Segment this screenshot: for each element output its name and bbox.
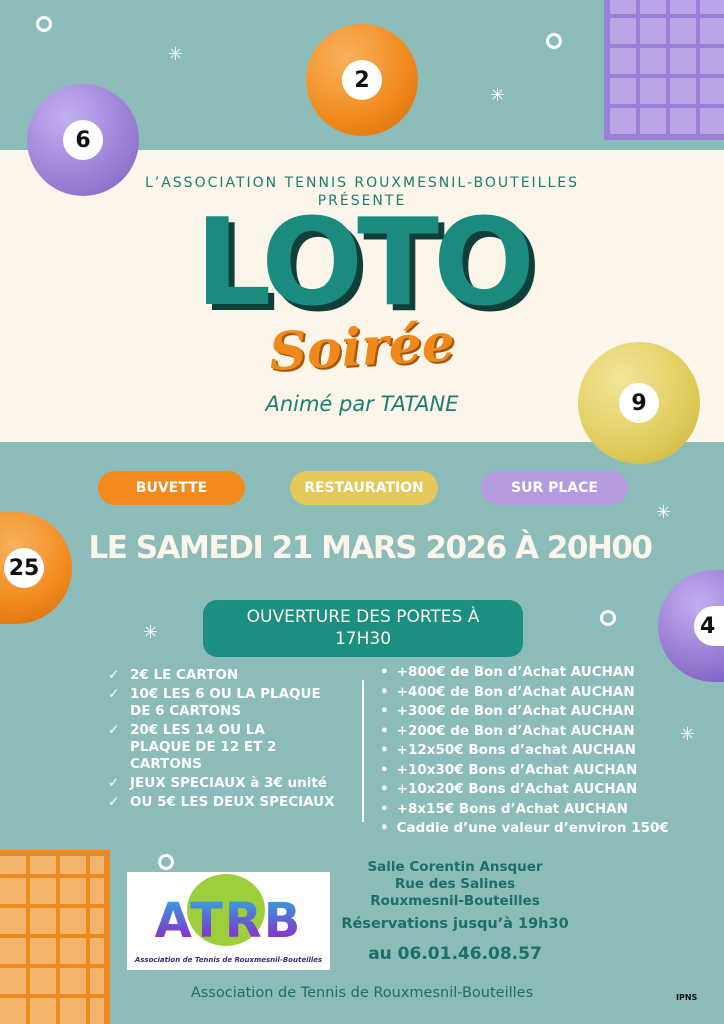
lotto-ball: 2: [306, 24, 418, 136]
bingo-card-top-right: [604, 0, 724, 140]
host: Animé par TATANE: [265, 392, 459, 416]
reservations: Réservations jusqu’à 19h30: [341, 916, 569, 932]
prize-item: • +400€ de Bon d’Achat AUCHAN: [380, 683, 669, 703]
organizer: L’ASSOCIATION TENNIS ROUXMESNIL-BOUTEILL…: [144, 175, 580, 209]
check-icon: ✓: [108, 686, 120, 702]
prize-item: • +800€ de Bon d’Achat AUCHAN: [380, 663, 669, 683]
divider: [362, 680, 364, 822]
check-icon: ✓: [108, 794, 120, 810]
price-item: ✓ 10€ LES 6 OU LA PLAQUE DE 6 CARTONS: [108, 686, 358, 720]
price-text: PLAQUE DE 12 ET 2: [130, 739, 277, 755]
bullet-icon: •: [380, 683, 389, 700]
prize-text: +10x30€ Bons d’Achat AUCHAN: [396, 761, 638, 778]
price-text: OU 5€ LES DEUX SPECIAUX: [130, 794, 335, 810]
bullet-icon: •: [380, 742, 389, 758]
sparkle-icon: ✳: [656, 502, 672, 523]
prize-text: +8x15€ Bons d’Achat AUCHAN: [396, 800, 628, 817]
prize-text: +300€ de Bon d’Achat AUCHAN: [396, 703, 635, 719]
sparkle-icon: ✳: [680, 724, 696, 745]
bullet-icon: •: [380, 722, 389, 739]
price-item: ✓ JEUX SPECIAUX à 3€ unité: [108, 775, 358, 792]
bullet-icon: •: [380, 820, 389, 836]
ring-decoration: [600, 610, 616, 626]
prize-item: • +12x50€ Bons d’achat AUCHAN: [380, 741, 669, 761]
price-text: 2€ LE CARTON: [130, 667, 239, 683]
prize-text: +10x20€ Bons d’Achat AUCHAN: [396, 781, 638, 797]
prize-item: • +10x30€ Bons d’Achat AUCHAN: [380, 761, 669, 781]
tag-restauration: RESTAURATION: [290, 471, 438, 505]
prize-text: +12x50€ Bons d’achat AUCHAN: [396, 742, 636, 758]
bullet-icon: •: [380, 781, 389, 797]
ring-decoration: [546, 33, 562, 49]
ring-decoration: [36, 16, 52, 32]
title: LOTO: [194, 194, 535, 333]
event-date: LE SAMEDI 21 MARS 2026 À 20H00: [88, 530, 653, 566]
prize-item: • +8x15€ Bons d’Achat AUCHAN: [380, 800, 669, 820]
atrb-logo: ATRB Association de Tennis de Rouxmesnil…: [127, 872, 330, 970]
prize-list: • +800€ de Bon d’Achat AUCHAN • +400€ de Bo…: [380, 663, 669, 839]
prize-item: • +200€ de Bon d’Achat AUCHAN: [380, 722, 669, 742]
check-icon: ✓: [108, 775, 120, 791]
prize-item: • +10x20€ Bons d’Achat AUCHAN: [380, 780, 669, 800]
check-icon: ✓: [108, 722, 120, 738]
tag-buvette: BUVETTE: [98, 471, 245, 505]
check-icon: ✓: [108, 667, 120, 683]
phone-number: au 06.01.46.08.57: [368, 944, 542, 964]
bullet-icon: •: [380, 761, 389, 778]
price-item: ✓ 2€ LE CARTON: [108, 667, 358, 684]
bullet-icon: •: [380, 664, 389, 680]
prize-text: +200€ de Bon d’Achat AUCHAN: [396, 722, 635, 739]
prize-item: • +300€ de Bon d’Achat AUCHAN: [380, 702, 669, 722]
price-text: 10€ LES 6 OU LA PLAQUE: [130, 686, 321, 702]
price-text: DE 6 CARTONS: [130, 703, 242, 719]
prize-text: +400€ de Bon d’Achat AUCHAN: [396, 683, 635, 700]
prize-text: +800€ de Bon d’Achat AUCHAN: [396, 664, 635, 680]
bullet-icon: •: [380, 703, 389, 719]
price-list: ✓ 2€ LE CARTON ✓ 10€ LES 6 OU LA PLAQUE DE 6…: [108, 667, 358, 813]
lotto-ball: 25: [0, 512, 72, 624]
price-item: ✓ 20€ LES 14 OU LA PLAQUE DE 12 ET 2 CARTON…: [108, 722, 358, 773]
prize-item: • Caddie d’une valeur d’environ 150€: [380, 819, 669, 839]
lotto-ball: 9: [578, 342, 700, 464]
footer: Association de Tennis de Rouxmesnil-Bout…: [190, 985, 534, 1001]
price-text: JEUX SPECIAUX à 3€ unité: [130, 775, 327, 791]
ring-decoration: [158, 854, 174, 870]
lotto-ball: 6: [27, 84, 139, 196]
sparkle-icon: ✳: [168, 44, 184, 65]
ipns-mention: IPNS: [676, 993, 698, 1002]
prize-text: Caddie d’une valeur d’environ 150€: [396, 820, 669, 836]
tag-sur-place: SUR PLACE: [481, 471, 628, 505]
bingo-card-bottom-left: [0, 850, 110, 1024]
doors-opening: OUVERTURE DES PORTES À 17H30: [203, 600, 523, 657]
price-item: ✓ OU 5€ LES DEUX SPECIAUX: [108, 794, 358, 811]
sparkle-icon: ✳: [490, 85, 506, 106]
price-text: CARTONS: [130, 756, 202, 772]
price-text: 20€ LES 14 OU LA: [130, 722, 265, 738]
venue-address: Salle Corentin Ansquer Rue des Salines Rou…: [367, 859, 543, 909]
sparkle-icon: ✳: [143, 622, 159, 643]
bullet-icon: •: [380, 800, 389, 817]
